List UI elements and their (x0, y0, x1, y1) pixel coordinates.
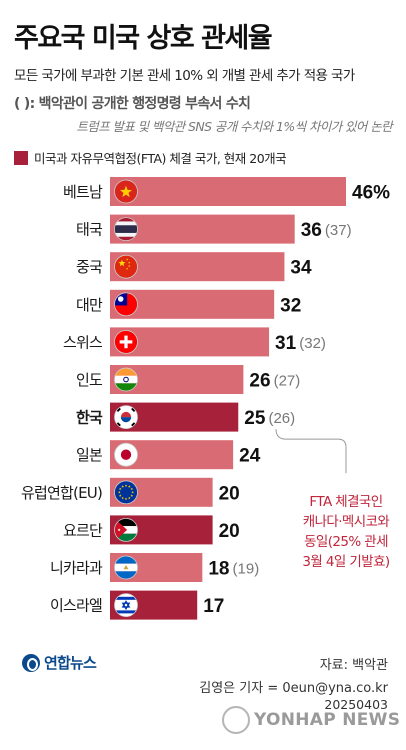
value-label: 31 (275, 333, 297, 354)
page-title: 주요국 미국 상호 관세율 (14, 23, 273, 54)
bar-row: 요르단 20 (63, 515, 240, 545)
page-subtitle: 모든 국가에 부과한 기본 관세 10% 외 개별 관세 추가 적용 국가 (14, 68, 355, 84)
bar (110, 177, 346, 206)
category-label: 한국 (76, 409, 103, 427)
value-label: 46% (352, 183, 390, 204)
value-label: 32 (280, 295, 301, 316)
yonhap-logo: 연합뉴스 (22, 652, 97, 673)
bar-row: 한국 25 (26) (76, 402, 295, 432)
fta-annotation-line: 3월 4일 기발효) (302, 554, 389, 570)
value-label: 34 (290, 258, 312, 279)
chart-legend: 미국과 자유무역협정(FTA) 체결 국가, 현재 20개국 (14, 148, 287, 167)
category-label: 이스라엘 (50, 597, 102, 615)
china-flag-icon (114, 254, 138, 279)
annex-value-label: (19) (233, 561, 260, 578)
vietnam-flag-icon (114, 179, 138, 204)
category-label: 중국 (76, 258, 103, 276)
value-label: 17 (203, 596, 224, 617)
korea-flag-icon (114, 405, 138, 430)
value-label: 36 (301, 220, 322, 241)
publish-date: 20250403 (324, 697, 388, 712)
annotation-callout-line (275, 429, 347, 474)
category-label: 스위스 (63, 333, 103, 351)
bar-row: 베트남 46% (63, 177, 390, 206)
category-label: 태국 (76, 221, 103, 239)
taiwan-flag-icon (114, 292, 138, 317)
category-label: 일본 (76, 446, 102, 464)
japan-flag-icon (114, 442, 138, 467)
value-label: 20 (219, 521, 240, 542)
annex-value-label: (37) (325, 222, 352, 239)
bar (110, 252, 285, 282)
category-label: 베트남 (63, 183, 103, 201)
annex-value-label: (26) (268, 410, 295, 427)
fta-legend-swatch (14, 150, 28, 165)
bar-row: 스위스 31 (32) (63, 327, 326, 357)
yonhap-logo-icon (22, 653, 40, 672)
bar-row: 인도 26 (27) (76, 365, 300, 394)
value-label: 20 (219, 483, 240, 504)
nicaragua-flag-icon (114, 555, 138, 580)
category-label: 요르단 (63, 521, 103, 539)
category-label: 인도 (76, 371, 103, 389)
yonhap-logo-label: 연합뉴스 (44, 654, 97, 672)
discrepancy-note: 트럼프 발표 및 백악관 SNS 공개 수치와 1%씩 차이가 있어 논란 (76, 119, 392, 134)
category-label: 니카라과 (50, 559, 103, 577)
bar-row: 중국 34 (76, 252, 312, 282)
parenthesis-note: ( ): 백악관이 공개한 행정명령 부속서 수치 (14, 96, 251, 112)
thailand-flag-icon (114, 217, 138, 242)
category-label: 유럽연합(EU) (21, 484, 102, 502)
fta-annotation-line: 캐나다·멕시코와 (303, 514, 390, 530)
fta-annotation-line: FTA 체결국인 (309, 494, 382, 510)
value-label: 24 (239, 446, 261, 467)
watermark-icon (222, 706, 250, 734)
value-label: 26 (249, 371, 270, 392)
bar-row: 이스라엘 17 (50, 590, 224, 620)
bar (110, 214, 295, 244)
bar-row: 일본 24 (76, 440, 261, 470)
jordan-flag-icon (114, 518, 138, 542)
source-label: 자료: 백악관 (319, 658, 388, 673)
fta-legend-label: 미국과 자유무역협정(FTA) 체결 국가, 현재 20개국 (34, 151, 287, 166)
value-label: 18 (208, 559, 229, 580)
eu-flag-icon (114, 480, 138, 505)
bar-row: 유럽연합(EU) 20 (21, 477, 240, 507)
category-label: 대만 (76, 296, 103, 314)
bar-row: 태국 36 (37) (76, 214, 352, 244)
value-label: 25 (244, 408, 266, 429)
yonhap-watermark: YONHAP NEWS (222, 710, 400, 730)
switzerland-flag-icon (114, 329, 138, 354)
fta-annotation-line: 동일(25% 관세 (304, 534, 388, 550)
watermark-text: YONHAP NEWS (254, 710, 401, 730)
bar-row: 대만 32 (76, 289, 301, 319)
reporter-credit: 김영은 기자 = 0eun@yna.co.kr (199, 681, 388, 696)
bar-row: 니카라과 18 (19) (50, 553, 259, 582)
annex-value-label: (32) (299, 335, 326, 352)
india-flag-icon (114, 367, 138, 392)
israel-flag-icon (114, 593, 138, 617)
annex-value-label: (27) (274, 373, 301, 390)
